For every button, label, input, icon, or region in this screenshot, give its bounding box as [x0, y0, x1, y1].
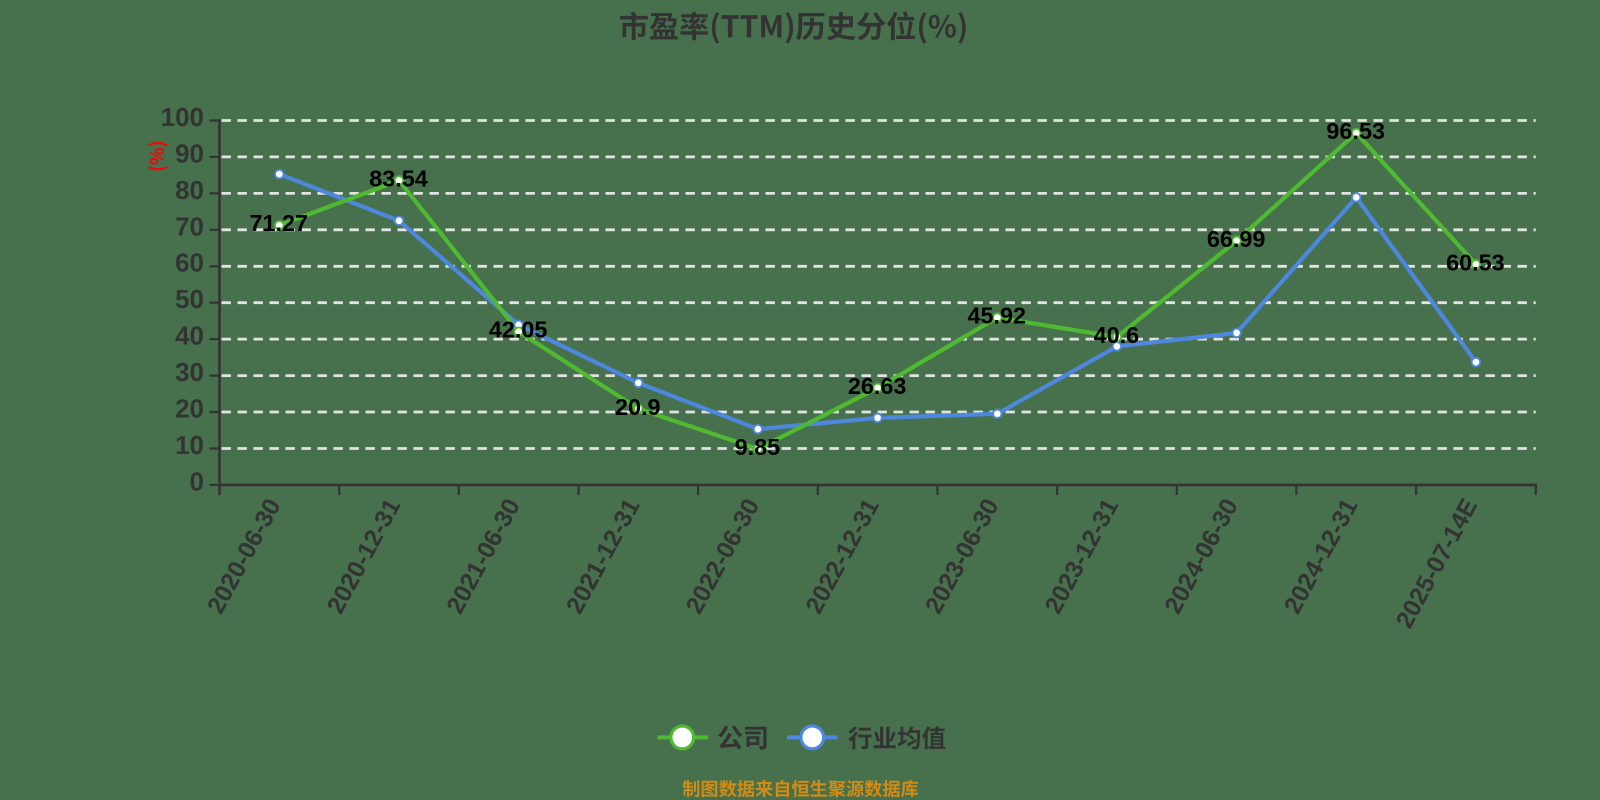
svg-text:26.63: 26.63: [848, 373, 907, 399]
svg-text:40: 40: [175, 321, 204, 351]
svg-text:96.53: 96.53: [1326, 118, 1385, 144]
svg-text:9.85: 9.85: [735, 434, 781, 460]
svg-text:20.9: 20.9: [615, 394, 661, 420]
svg-text:40.6: 40.6: [1094, 322, 1140, 348]
svg-text:60: 60: [175, 248, 204, 278]
svg-text:100: 100: [161, 102, 204, 132]
svg-text:45.92: 45.92: [968, 303, 1027, 329]
svg-text:71.27: 71.27: [250, 210, 309, 236]
svg-text:50: 50: [175, 284, 204, 314]
svg-text:60.53: 60.53: [1446, 249, 1505, 275]
svg-text:80: 80: [175, 175, 204, 205]
svg-text:20: 20: [175, 394, 204, 424]
svg-text:30: 30: [175, 357, 204, 387]
svg-text:42.05: 42.05: [489, 317, 548, 343]
svg-text:66.99: 66.99: [1207, 226, 1266, 252]
svg-text:70: 70: [175, 211, 204, 241]
svg-text:90: 90: [175, 138, 204, 168]
svg-text:83.54: 83.54: [369, 166, 428, 192]
svg-text:10: 10: [175, 430, 204, 460]
svg-text:0: 0: [190, 466, 204, 496]
